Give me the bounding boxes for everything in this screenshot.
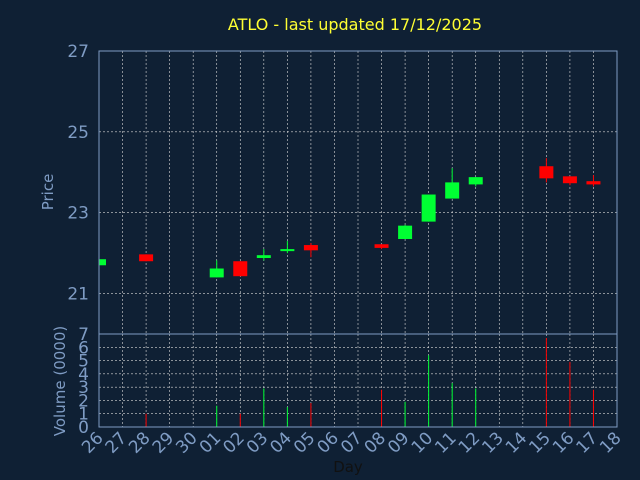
x-tick-label: 18 (596, 428, 625, 457)
candle-body (303, 245, 318, 251)
volume-tick-label: 0 (78, 418, 89, 438)
candle-body (468, 177, 483, 185)
price-grid (98, 51, 618, 334)
candle-body (233, 261, 248, 277)
candle-body (539, 166, 554, 179)
volume-tick-label: 6 (78, 338, 89, 358)
volume-tick-label: 7 (78, 325, 89, 345)
candle-body (139, 254, 154, 262)
candle-body (445, 182, 460, 199)
price-axis-ticks: 21 23 25 27 (67, 42, 89, 305)
candles (98, 158, 601, 278)
candle-body (256, 255, 271, 258)
candle-body (421, 194, 436, 222)
volume-bars (145, 337, 594, 427)
volume-tick-label: 4 (78, 365, 89, 385)
candle-body (586, 181, 601, 185)
volume-axis-label: Volume (0000) (51, 326, 69, 436)
candle-body (562, 176, 577, 184)
chart-title: ATLO - last updated 17/12/2025 (228, 15, 482, 34)
volume-grid (98, 334, 618, 427)
volume-tick-label: 2 (78, 391, 89, 411)
price-axis-label: Price (39, 174, 57, 211)
volume-tick-label: 1 (78, 405, 89, 425)
candle-body (398, 225, 413, 239)
candle-body (209, 268, 224, 278)
price-tick-label: 27 (67, 42, 89, 62)
x-axis-ticks: 2627282930010203040506070809101112131415… (78, 428, 625, 457)
candle-body (99, 259, 106, 266)
candle-body (374, 244, 389, 248)
price-tick-label: 25 (67, 123, 89, 143)
price-tick-label: 23 (67, 204, 89, 224)
price-tick-label: 21 (67, 285, 89, 305)
candle-body (280, 249, 295, 252)
volume-tick-label: 5 (78, 352, 89, 372)
volume-tick-label: 3 (78, 378, 89, 398)
x-axis-label: Day (333, 458, 363, 476)
volume-panel-frame (98, 333, 618, 428)
